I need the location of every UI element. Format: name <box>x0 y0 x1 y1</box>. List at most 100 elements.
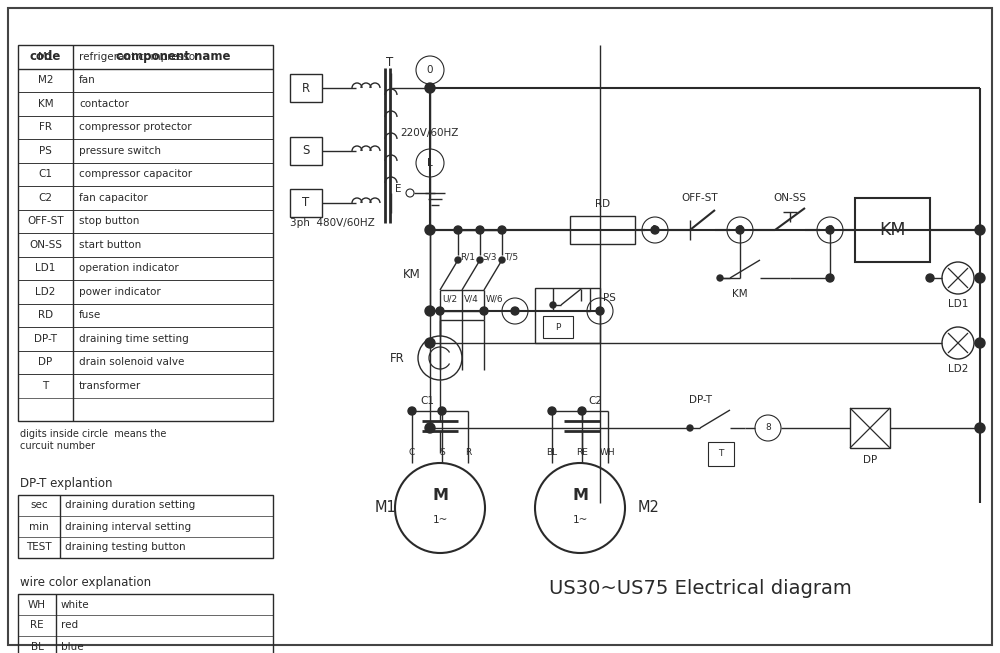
Circle shape <box>975 423 985 433</box>
Text: RE: RE <box>576 448 588 457</box>
Text: blue: blue <box>61 641 84 652</box>
Text: 0: 0 <box>427 65 433 75</box>
Text: KM: KM <box>38 99 53 109</box>
Text: FR: FR <box>39 122 52 133</box>
Text: U/2: U/2 <box>442 294 457 303</box>
Circle shape <box>550 302 556 308</box>
Circle shape <box>498 226 506 234</box>
Text: S: S <box>302 144 310 157</box>
Text: US30~US75 Electrical diagram: US30~US75 Electrical diagram <box>549 579 851 597</box>
Text: C: C <box>409 448 415 457</box>
Bar <box>570 216 635 244</box>
Circle shape <box>826 226 834 234</box>
Text: compressor capacitor: compressor capacitor <box>79 169 192 180</box>
Circle shape <box>975 338 985 348</box>
Text: LD1: LD1 <box>35 263 56 273</box>
Text: 2: 2 <box>737 225 743 234</box>
Text: C1: C1 <box>420 396 434 406</box>
Text: draining time setting: draining time setting <box>79 334 189 343</box>
Bar <box>290 137 322 165</box>
Text: 1~: 1~ <box>432 515 448 525</box>
Text: M1: M1 <box>375 500 397 515</box>
Text: M: M <box>432 488 448 503</box>
Text: M2: M2 <box>638 500 660 515</box>
Text: WH: WH <box>600 448 616 457</box>
Circle shape <box>425 423 435 433</box>
Circle shape <box>596 307 604 315</box>
Text: R: R <box>465 448 471 457</box>
Text: T: T <box>302 197 310 210</box>
Text: RE: RE <box>30 620 44 631</box>
Text: min: min <box>29 522 49 532</box>
Text: BL: BL <box>546 448 558 457</box>
Text: T: T <box>386 57 394 69</box>
Bar <box>290 189 322 217</box>
Text: pressure switch: pressure switch <box>79 146 161 156</box>
Text: refrigerant compressor: refrigerant compressor <box>79 52 200 62</box>
Text: red: red <box>61 620 78 631</box>
Text: fuse: fuse <box>79 310 101 320</box>
Text: transformer: transformer <box>79 381 141 390</box>
Text: operation indicator: operation indicator <box>79 263 179 273</box>
Text: OFF-ST: OFF-ST <box>682 193 718 203</box>
Circle shape <box>975 273 985 283</box>
Circle shape <box>736 226 744 234</box>
Text: LD2: LD2 <box>948 364 968 374</box>
Bar <box>290 74 322 102</box>
Text: T/5: T/5 <box>504 252 518 261</box>
Text: white: white <box>61 599 90 609</box>
Text: fan: fan <box>79 75 96 86</box>
Circle shape <box>425 338 435 348</box>
Bar <box>18 495 273 558</box>
Circle shape <box>480 307 488 315</box>
Text: DP: DP <box>38 357 53 367</box>
Text: TEST: TEST <box>26 543 52 552</box>
Text: component name: component name <box>116 50 230 63</box>
Text: M2: M2 <box>38 75 53 86</box>
Circle shape <box>651 226 659 234</box>
Circle shape <box>975 225 985 235</box>
Text: P: P <box>555 323 561 332</box>
Circle shape <box>578 407 586 415</box>
Text: 3ph  480V/60HZ: 3ph 480V/60HZ <box>290 218 375 228</box>
Circle shape <box>476 226 484 234</box>
Bar <box>18 594 273 653</box>
Circle shape <box>425 83 435 93</box>
Text: FR: FR <box>390 351 405 364</box>
Text: OFF-ST: OFF-ST <box>27 216 64 226</box>
Text: draining testing button: draining testing button <box>65 543 186 552</box>
Bar <box>708 442 734 466</box>
Text: wire color explanation: wire color explanation <box>20 576 151 589</box>
Circle shape <box>717 275 723 281</box>
Circle shape <box>455 257 461 263</box>
Circle shape <box>436 307 444 315</box>
Bar <box>850 408 890 448</box>
Text: start button: start button <box>79 240 141 249</box>
Text: WH: WH <box>28 599 46 609</box>
Bar <box>18 45 273 421</box>
Circle shape <box>454 226 462 234</box>
Text: W/6: W/6 <box>486 294 504 303</box>
Text: sec: sec <box>30 500 48 511</box>
Text: PS: PS <box>39 146 52 156</box>
Text: digits inside circle  means the
curcuit number: digits inside circle means the curcuit n… <box>20 429 166 451</box>
Text: R/1: R/1 <box>460 252 475 261</box>
Text: T: T <box>42 381 49 390</box>
Circle shape <box>826 274 834 282</box>
Text: R: R <box>302 82 310 95</box>
Text: draining interval setting: draining interval setting <box>65 522 191 532</box>
Text: BL: BL <box>31 641 43 652</box>
Text: 1~: 1~ <box>572 515 588 525</box>
Circle shape <box>499 257 505 263</box>
Bar <box>855 198 930 262</box>
Text: KM: KM <box>879 221 906 239</box>
Text: power indicator: power indicator <box>79 287 161 296</box>
Text: L: L <box>427 158 433 168</box>
Circle shape <box>548 407 556 415</box>
Text: draining duration setting: draining duration setting <box>65 500 195 511</box>
Text: S/3: S/3 <box>482 252 496 261</box>
Text: 8: 8 <box>765 424 771 432</box>
Text: PS: PS <box>603 293 616 303</box>
Text: RD: RD <box>38 310 53 320</box>
Text: E: E <box>396 184 402 194</box>
